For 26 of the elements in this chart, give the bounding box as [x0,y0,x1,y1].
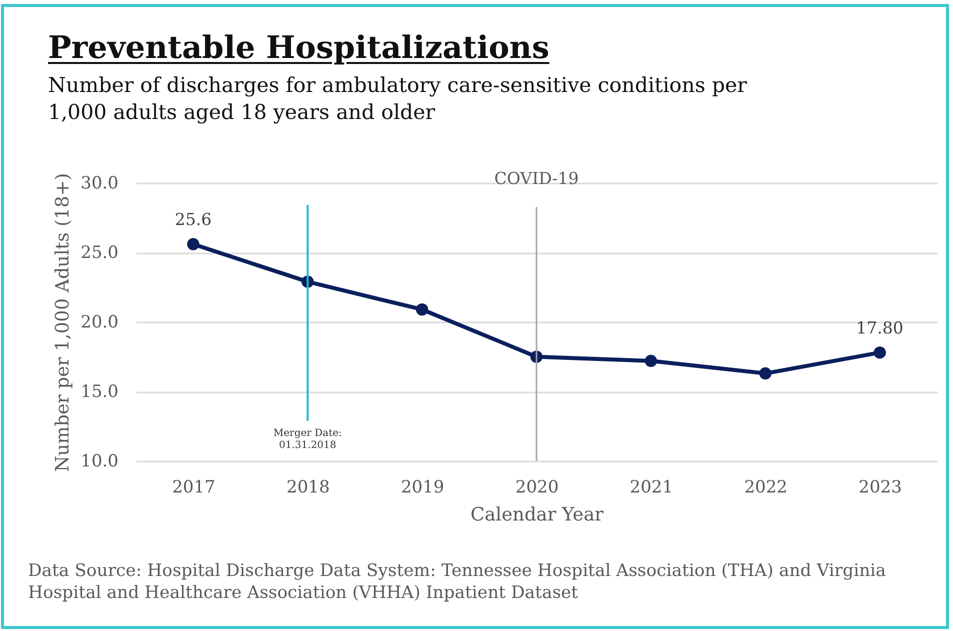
source-note: Data Source: Hospital Discharge Data System: Tennessee Hospital Association (THA) and Virginia Hospital and Healthcare Association (VHHA) Inpatient Dataset [28,560,887,604]
y-tick-label: 25.0 [80,243,118,263]
x-tick-label: 2017 [172,478,216,498]
y-axis-title: Number per 1,000 Adults (18+) [52,173,74,472]
chart-subtitle: Number of discharges for ambulatory care-sensitive conditions per 1,000 adults aged 18 years and older [48,72,748,126]
point [874,346,886,359]
x-tick-label: 2023 [858,478,902,498]
ref-line-label: COVID-19 [494,169,579,188]
x-tick-label: 2022 [744,478,788,498]
y-tick-label: 10.0 [80,452,118,472]
x-tick-label: 2018 [286,478,330,498]
point [644,354,658,368]
point [416,303,428,316]
y-tick-label: 20.0 [80,312,118,332]
x-tick-label: 2021 [630,478,674,498]
ref-line-label: Merger Date: 01.31.2018 [273,428,342,451]
x-tick-label: 2019 [400,478,444,498]
x-tick-label: 2020 [515,478,559,498]
y-tick-label: 30.0 [80,174,118,194]
point [187,238,200,250]
point [759,367,772,380]
data-label: 25.6 [174,210,212,230]
data-label: 17.80 [856,318,904,338]
x-axis-title: Calendar Year [470,504,604,526]
chart-title: Preventable Hospitalizations [48,30,550,66]
y-tick-label: 15.0 [80,382,118,402]
